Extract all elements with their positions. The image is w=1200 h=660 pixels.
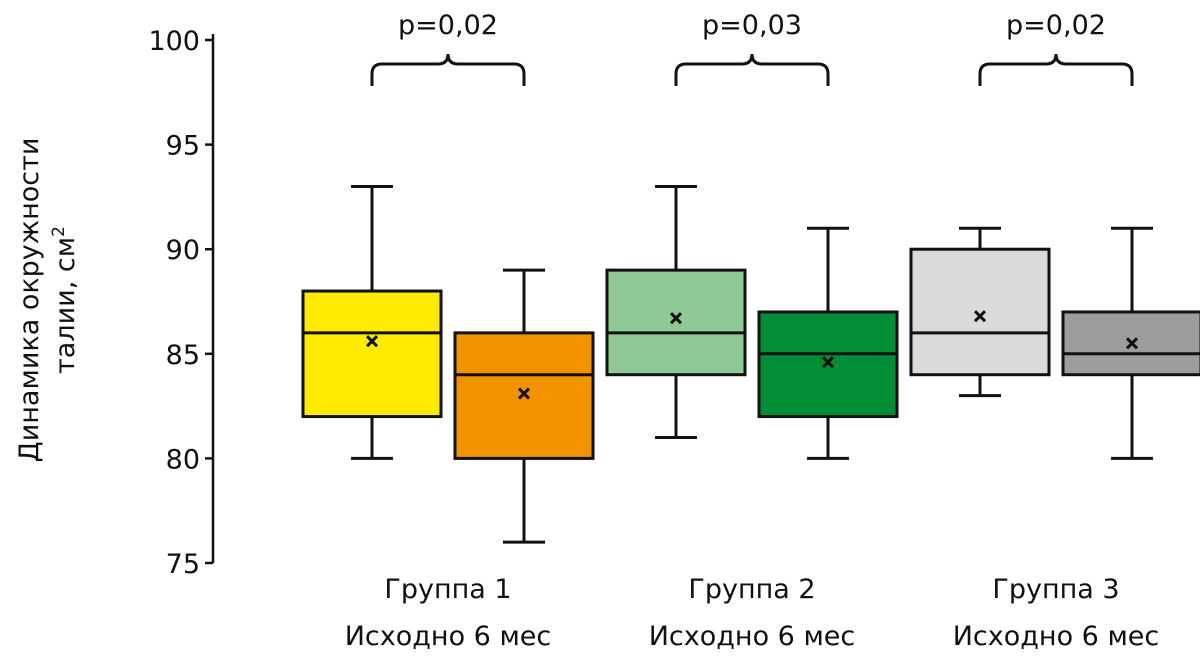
box-1-baseline bbox=[301, 184, 443, 460]
mean-marker bbox=[1125, 337, 1139, 350]
y-tick-label: 85 bbox=[166, 340, 200, 371]
significance-bracket bbox=[674, 53, 830, 86]
y-axis-title: Динамика окружности талии, см2 bbox=[14, 138, 81, 463]
group-label: Группа 2 bbox=[688, 574, 815, 605]
y-tick-label: 90 bbox=[166, 235, 200, 266]
box-2-6-months bbox=[757, 226, 899, 460]
iqr-box bbox=[605, 268, 747, 377]
y-tick-label: 75 bbox=[166, 549, 200, 580]
y-tick-label: 80 bbox=[166, 444, 200, 475]
group-labels: Группа 1 Исходно 6 мес Группа 2 Исходно 6 м… bbox=[345, 574, 1160, 652]
box-1-6-months bbox=[453, 268, 595, 544]
significance-bracket bbox=[370, 53, 526, 86]
y-tick-label: 95 bbox=[166, 131, 200, 162]
y-axis-ticks: 75 80 85 90 95 100 bbox=[148, 26, 213, 580]
group-sublabel: Исходно 6 мес bbox=[649, 621, 856, 652]
iqr-box bbox=[301, 289, 443, 419]
group-sublabel: Исходно 6 мес bbox=[953, 621, 1160, 652]
box-series bbox=[301, 184, 1200, 544]
mean-marker bbox=[517, 387, 531, 400]
mean-marker bbox=[821, 356, 835, 369]
mean-marker bbox=[669, 312, 683, 325]
y-axis-title-line1: Динамика окружности bbox=[14, 138, 45, 463]
significance-bracket bbox=[978, 53, 1134, 86]
y-axis-title-line2: талии, см2 bbox=[49, 226, 81, 374]
iqr-box bbox=[909, 247, 1051, 377]
box-3-baseline bbox=[909, 226, 1051, 398]
y-tick-label: 100 bbox=[148, 26, 200, 57]
box-3-6-months bbox=[1061, 226, 1200, 460]
p-value-label: p=0,03 bbox=[702, 10, 802, 41]
mean-marker bbox=[973, 310, 987, 323]
mean-marker bbox=[365, 335, 379, 348]
group-label: Группа 1 bbox=[384, 574, 511, 605]
box-2-baseline bbox=[605, 184, 747, 439]
group-sublabel: Исходно 6 мес bbox=[345, 621, 552, 652]
group-label: Группа 3 bbox=[992, 574, 1119, 605]
significance-brackets: p=0,02 p=0,03 p=0,02 bbox=[370, 10, 1134, 86]
p-value-label: p=0,02 bbox=[398, 10, 498, 41]
p-value-label: p=0,02 bbox=[1006, 10, 1106, 41]
